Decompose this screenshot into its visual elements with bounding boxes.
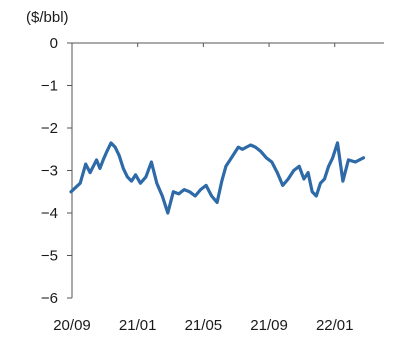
- x-tick-label: 21/09: [250, 317, 288, 334]
- y-tick-label: 0: [50, 35, 58, 52]
- x-tick-label: 22/01: [316, 317, 354, 334]
- series-line: [69, 141, 366, 215]
- y-tick-label: −5: [41, 248, 58, 265]
- x-tick-label: 20/09: [53, 317, 91, 334]
- y-tick-label: −1: [41, 78, 58, 95]
- x-tick-label: 21/01: [119, 317, 157, 334]
- y-axis-ticks: 0 −1 −2 −3 −4 −5 −6: [41, 35, 72, 307]
- x-axis-ticks: 20/09 21/01 21/05 21/09 22/01: [53, 43, 354, 334]
- y-tick-label: −4: [41, 205, 58, 222]
- y-tick-label: −6: [41, 290, 58, 307]
- y-tick-label: −2: [41, 120, 58, 137]
- x-tick-label: 21/05: [185, 317, 223, 334]
- y-axis-unit-label: ($/bbl): [26, 9, 69, 26]
- y-tick-label: −3: [41, 163, 58, 180]
